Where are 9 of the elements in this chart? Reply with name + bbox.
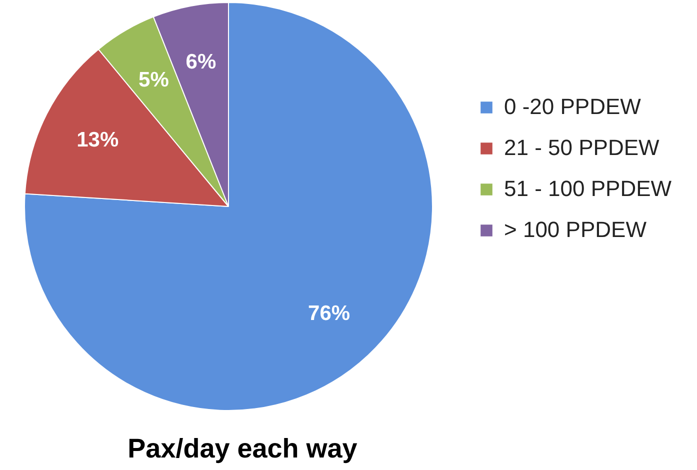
legend-label: > 100 PPDEW: [504, 217, 646, 243]
legend-label: 0 -20 PPDEW: [504, 94, 641, 120]
data-label: 13%: [76, 128, 119, 152]
legend-label: 51 - 100 PPDEW: [504, 176, 672, 202]
data-label: 5%: [138, 68, 170, 92]
text: Pax/day each way: [128, 434, 358, 464]
data-label: 6%: [186, 50, 216, 74]
legend-label: 21 - 50 PPDEW: [504, 135, 660, 161]
data-label: 76%: [308, 302, 350, 326]
